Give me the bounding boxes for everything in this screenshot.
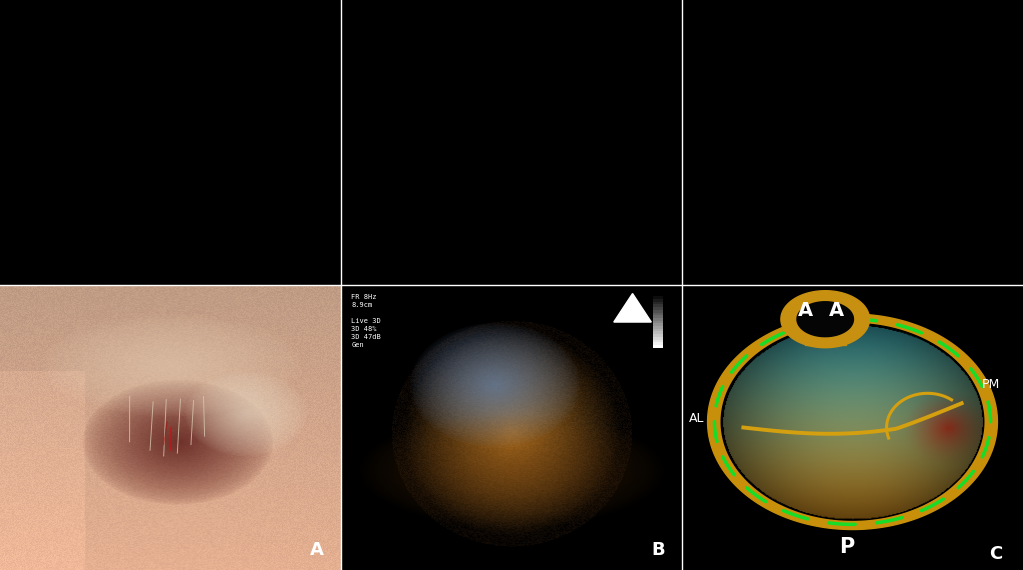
Polygon shape <box>708 314 997 530</box>
Text: B: B <box>652 540 665 559</box>
Text: AL: AL <box>688 412 704 425</box>
Bar <box>653 320 663 323</box>
Text: FR 8Hz
8.9cm

Live 3D
3D 48%
3D 47dB
Gen: FR 8Hz 8.9cm Live 3D 3D 48% 3D 47dB Gen <box>351 294 381 348</box>
Bar <box>653 302 663 304</box>
Bar <box>653 332 663 334</box>
Bar <box>653 323 663 326</box>
Bar <box>653 304 663 307</box>
Text: P: P <box>839 537 854 557</box>
Bar <box>653 312 663 315</box>
Bar <box>653 307 663 310</box>
Bar <box>653 345 663 348</box>
Bar <box>653 342 663 345</box>
Bar <box>653 296 663 299</box>
Text: C: C <box>989 544 1003 563</box>
Bar <box>653 318 663 320</box>
Bar <box>653 329 663 332</box>
Polygon shape <box>797 302 853 337</box>
Text: A: A <box>798 302 813 320</box>
Bar <box>653 299 663 302</box>
Polygon shape <box>781 291 870 348</box>
Polygon shape <box>614 294 652 322</box>
Bar <box>653 294 663 296</box>
Bar <box>653 315 663 318</box>
Polygon shape <box>721 324 984 520</box>
Text: A: A <box>310 540 324 559</box>
Bar <box>653 310 663 312</box>
Text: PM: PM <box>982 377 1000 390</box>
Bar <box>653 334 663 337</box>
Text: A: A <box>829 302 844 320</box>
Bar <box>653 340 663 342</box>
Bar <box>653 326 663 329</box>
Bar <box>653 337 663 340</box>
